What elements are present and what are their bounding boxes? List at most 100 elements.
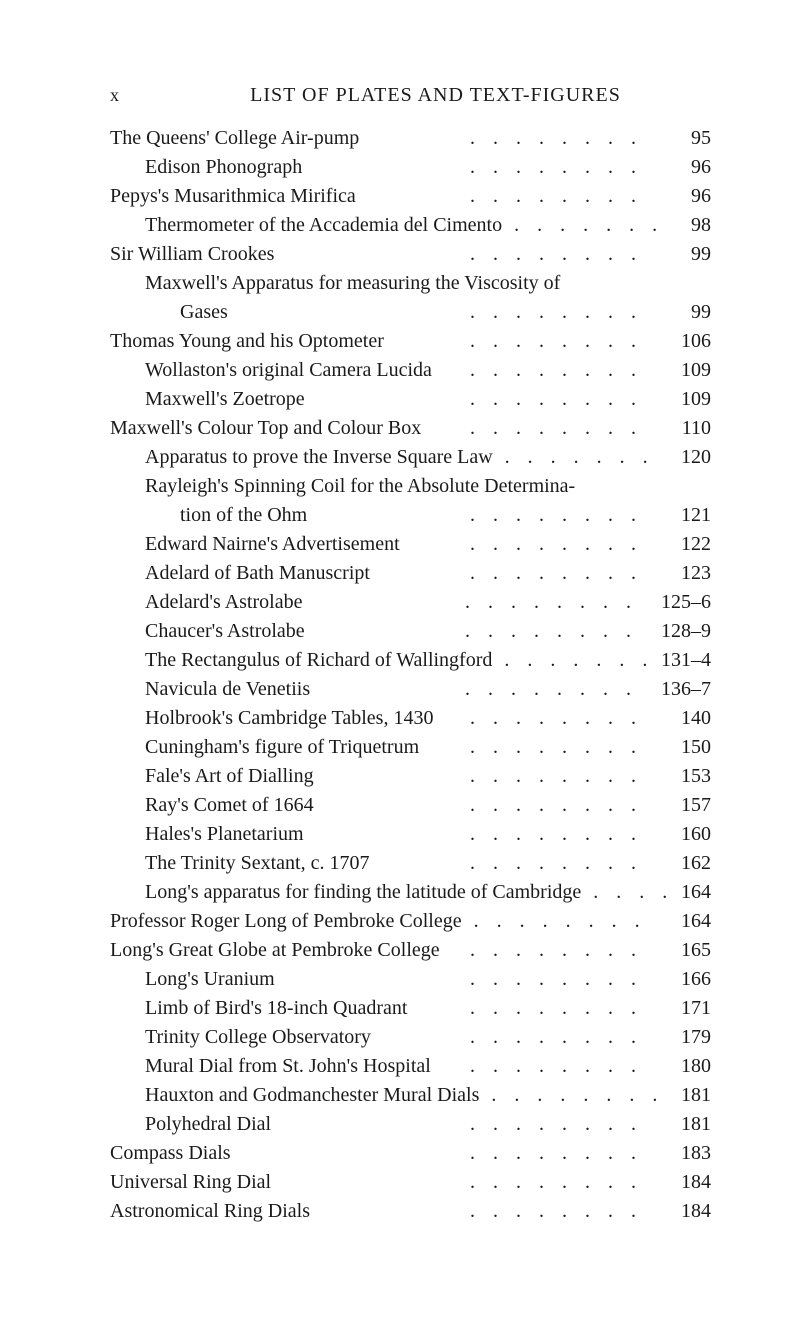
- entry-row: Pepys's Musarithmica Mirifica........96: [110, 182, 711, 211]
- entry-row: Long's Great Globe at Pembroke College..…: [110, 936, 711, 965]
- entry-page: 136–7: [661, 675, 711, 704]
- leader-dots: ........: [359, 124, 666, 153]
- entry-label: The Queens' College Air-pump: [110, 124, 359, 153]
- entry-label: The Trinity Sextant, c. 1707: [145, 849, 369, 878]
- leader-dots: ........: [462, 907, 666, 936]
- leader-dots: ........: [371, 1023, 666, 1052]
- entries-list: The Queens' College Air-pump........95Ed…: [110, 124, 711, 1226]
- entry-row: Wollaston's original Camera Lucida......…: [110, 356, 711, 385]
- entry-label: Apparatus to prove the Inverse Square La…: [145, 443, 493, 472]
- entry-page: 179: [666, 1023, 711, 1052]
- entry-page: 183: [666, 1139, 711, 1168]
- entry-page: 98: [666, 211, 711, 240]
- entry-page: 128–9: [661, 617, 711, 646]
- leader-dots: ........: [310, 1197, 666, 1226]
- entry-page: 96: [666, 182, 711, 211]
- entry-label: Compass Dials: [110, 1139, 231, 1168]
- leader-dots: ........: [307, 501, 666, 530]
- entry-row: Cuningham's figure of Triquetrum........…: [110, 733, 711, 762]
- leader-dots: ........: [369, 849, 666, 878]
- leader-dots: ........: [314, 762, 666, 791]
- leader-dots: ........: [228, 298, 666, 327]
- entry-row: tion of the Ohm........121: [110, 501, 711, 530]
- entry-row: Universal Ring Dial........184: [110, 1168, 711, 1197]
- entry-row: The Trinity Sextant, c. 1707........162: [110, 849, 711, 878]
- page-number-roman: x: [110, 82, 120, 109]
- leader-dots: ........: [305, 617, 661, 646]
- entry-label: Long's Uranium: [145, 965, 275, 994]
- entry-label: Maxwell's Zoetrope: [145, 385, 305, 414]
- leader-dots: ........: [231, 1139, 666, 1168]
- leader-dots: ........: [492, 646, 661, 675]
- entry-label: Navicula de Venetiis: [145, 675, 310, 704]
- entry-label: Polyhedral Dial: [145, 1110, 271, 1139]
- leader-dots: ........: [421, 414, 666, 443]
- entry-row: Compass Dials........183: [110, 1139, 711, 1168]
- entry-label: Maxwell's Apparatus for measuring the Vi…: [145, 269, 560, 298]
- entry-label: Pepys's Musarithmica Mirifica: [110, 182, 356, 211]
- entry-page: 166: [666, 965, 711, 994]
- entry-page: 160: [666, 820, 711, 849]
- leader-dots: ........: [433, 704, 666, 733]
- leader-dots: ........: [314, 791, 666, 820]
- entry-label: The Rectangulus of Richard of Wallingfor…: [145, 646, 492, 675]
- entry-row: Long's apparatus for finding the latitud…: [110, 878, 711, 907]
- leader-dots: ........: [479, 1081, 666, 1110]
- entry-page: 109: [666, 356, 711, 385]
- entry-label: Edward Nairne's Advertisement: [145, 530, 400, 559]
- entry-page: 171: [666, 994, 711, 1023]
- entry-row: Sir William Crookes........99: [110, 240, 711, 269]
- entry-page: 125–6: [661, 588, 711, 617]
- entry-label: Rayleigh's Spinning Coil for the Absolut…: [145, 472, 575, 501]
- entry-label: Universal Ring Dial: [110, 1168, 271, 1197]
- leader-dots: ........: [581, 878, 666, 907]
- entry-row: Long's Uranium........166: [110, 965, 711, 994]
- entry-page: 99: [666, 298, 711, 327]
- page-header: x LIST OF PLATES AND TEXT-FIGURES: [110, 80, 711, 110]
- leader-dots: ........: [432, 356, 666, 385]
- entry-row: Hales's Planetarium........160: [110, 820, 711, 849]
- entry-row: Adelard's Astrolabe........125–6: [110, 588, 711, 617]
- entry-page: 109: [666, 385, 711, 414]
- entry-row: Ray's Comet of 1664........157: [110, 791, 711, 820]
- entry-label: Holbrook's Cambridge Tables, 1430: [145, 704, 433, 733]
- leader-dots: ........: [271, 1168, 666, 1197]
- entry-row: The Queens' College Air-pump........95: [110, 124, 711, 153]
- entry-page: 184: [666, 1197, 711, 1226]
- entry-label: Long's Great Globe at Pembroke College: [110, 936, 440, 965]
- leader-dots: ........: [302, 153, 666, 182]
- entry-label: Hauxton and Godmanchester Mural Dials: [145, 1081, 479, 1110]
- entry-label: Long's apparatus for finding the latitud…: [145, 878, 581, 907]
- entry-row: Edison Phonograph........96: [110, 153, 711, 182]
- entry-label: Fale's Art of Dialling: [145, 762, 314, 791]
- leader-dots: ........: [271, 1110, 666, 1139]
- entry-page: 164: [666, 878, 711, 907]
- leader-dots: ........: [431, 1052, 666, 1081]
- entry-row: Holbrook's Cambridge Tables, 1430.......…: [110, 704, 711, 733]
- entry-page: 165: [666, 936, 711, 965]
- entry-label: Cuningham's figure of Triquetrum: [145, 733, 419, 762]
- entry-label: Limb of Bird's 18-inch Quadrant: [145, 994, 407, 1023]
- entry-page: 184: [666, 1168, 711, 1197]
- entry-row: Maxwell's Colour Top and Colour Box.....…: [110, 414, 711, 443]
- leader-dots: ........: [400, 530, 666, 559]
- entry-row: Astronomical Ring Dials........184: [110, 1197, 711, 1226]
- entry-page: 181: [666, 1110, 711, 1139]
- leader-dots: ........: [370, 559, 666, 588]
- entry-row: Chaucer's Astrolabe........128–9: [110, 617, 711, 646]
- leader-dots: ........: [493, 443, 666, 472]
- entry-row: Polyhedral Dial........181: [110, 1110, 711, 1139]
- entry-row: Edward Nairne's Advertisement........122: [110, 530, 711, 559]
- entry-page: 162: [666, 849, 711, 878]
- entry-row: Thermometer of the Accademia del Cimento…: [110, 211, 711, 240]
- entry-row: Professor Roger Long of Pembroke College…: [110, 907, 711, 936]
- entry-row: Gases........99: [110, 298, 711, 327]
- entry-row: Maxwell's Apparatus for measuring the Vi…: [110, 269, 711, 298]
- entry-page: 120: [666, 443, 711, 472]
- entry-page: 131–4: [661, 646, 711, 675]
- entry-label: Professor Roger Long of Pembroke College: [110, 907, 462, 936]
- entry-page: 153: [666, 762, 711, 791]
- entry-page: 95: [666, 124, 711, 153]
- entry-label: Hales's Planetarium: [145, 820, 304, 849]
- entry-row: Hauxton and Godmanchester Mural Dials...…: [110, 1081, 711, 1110]
